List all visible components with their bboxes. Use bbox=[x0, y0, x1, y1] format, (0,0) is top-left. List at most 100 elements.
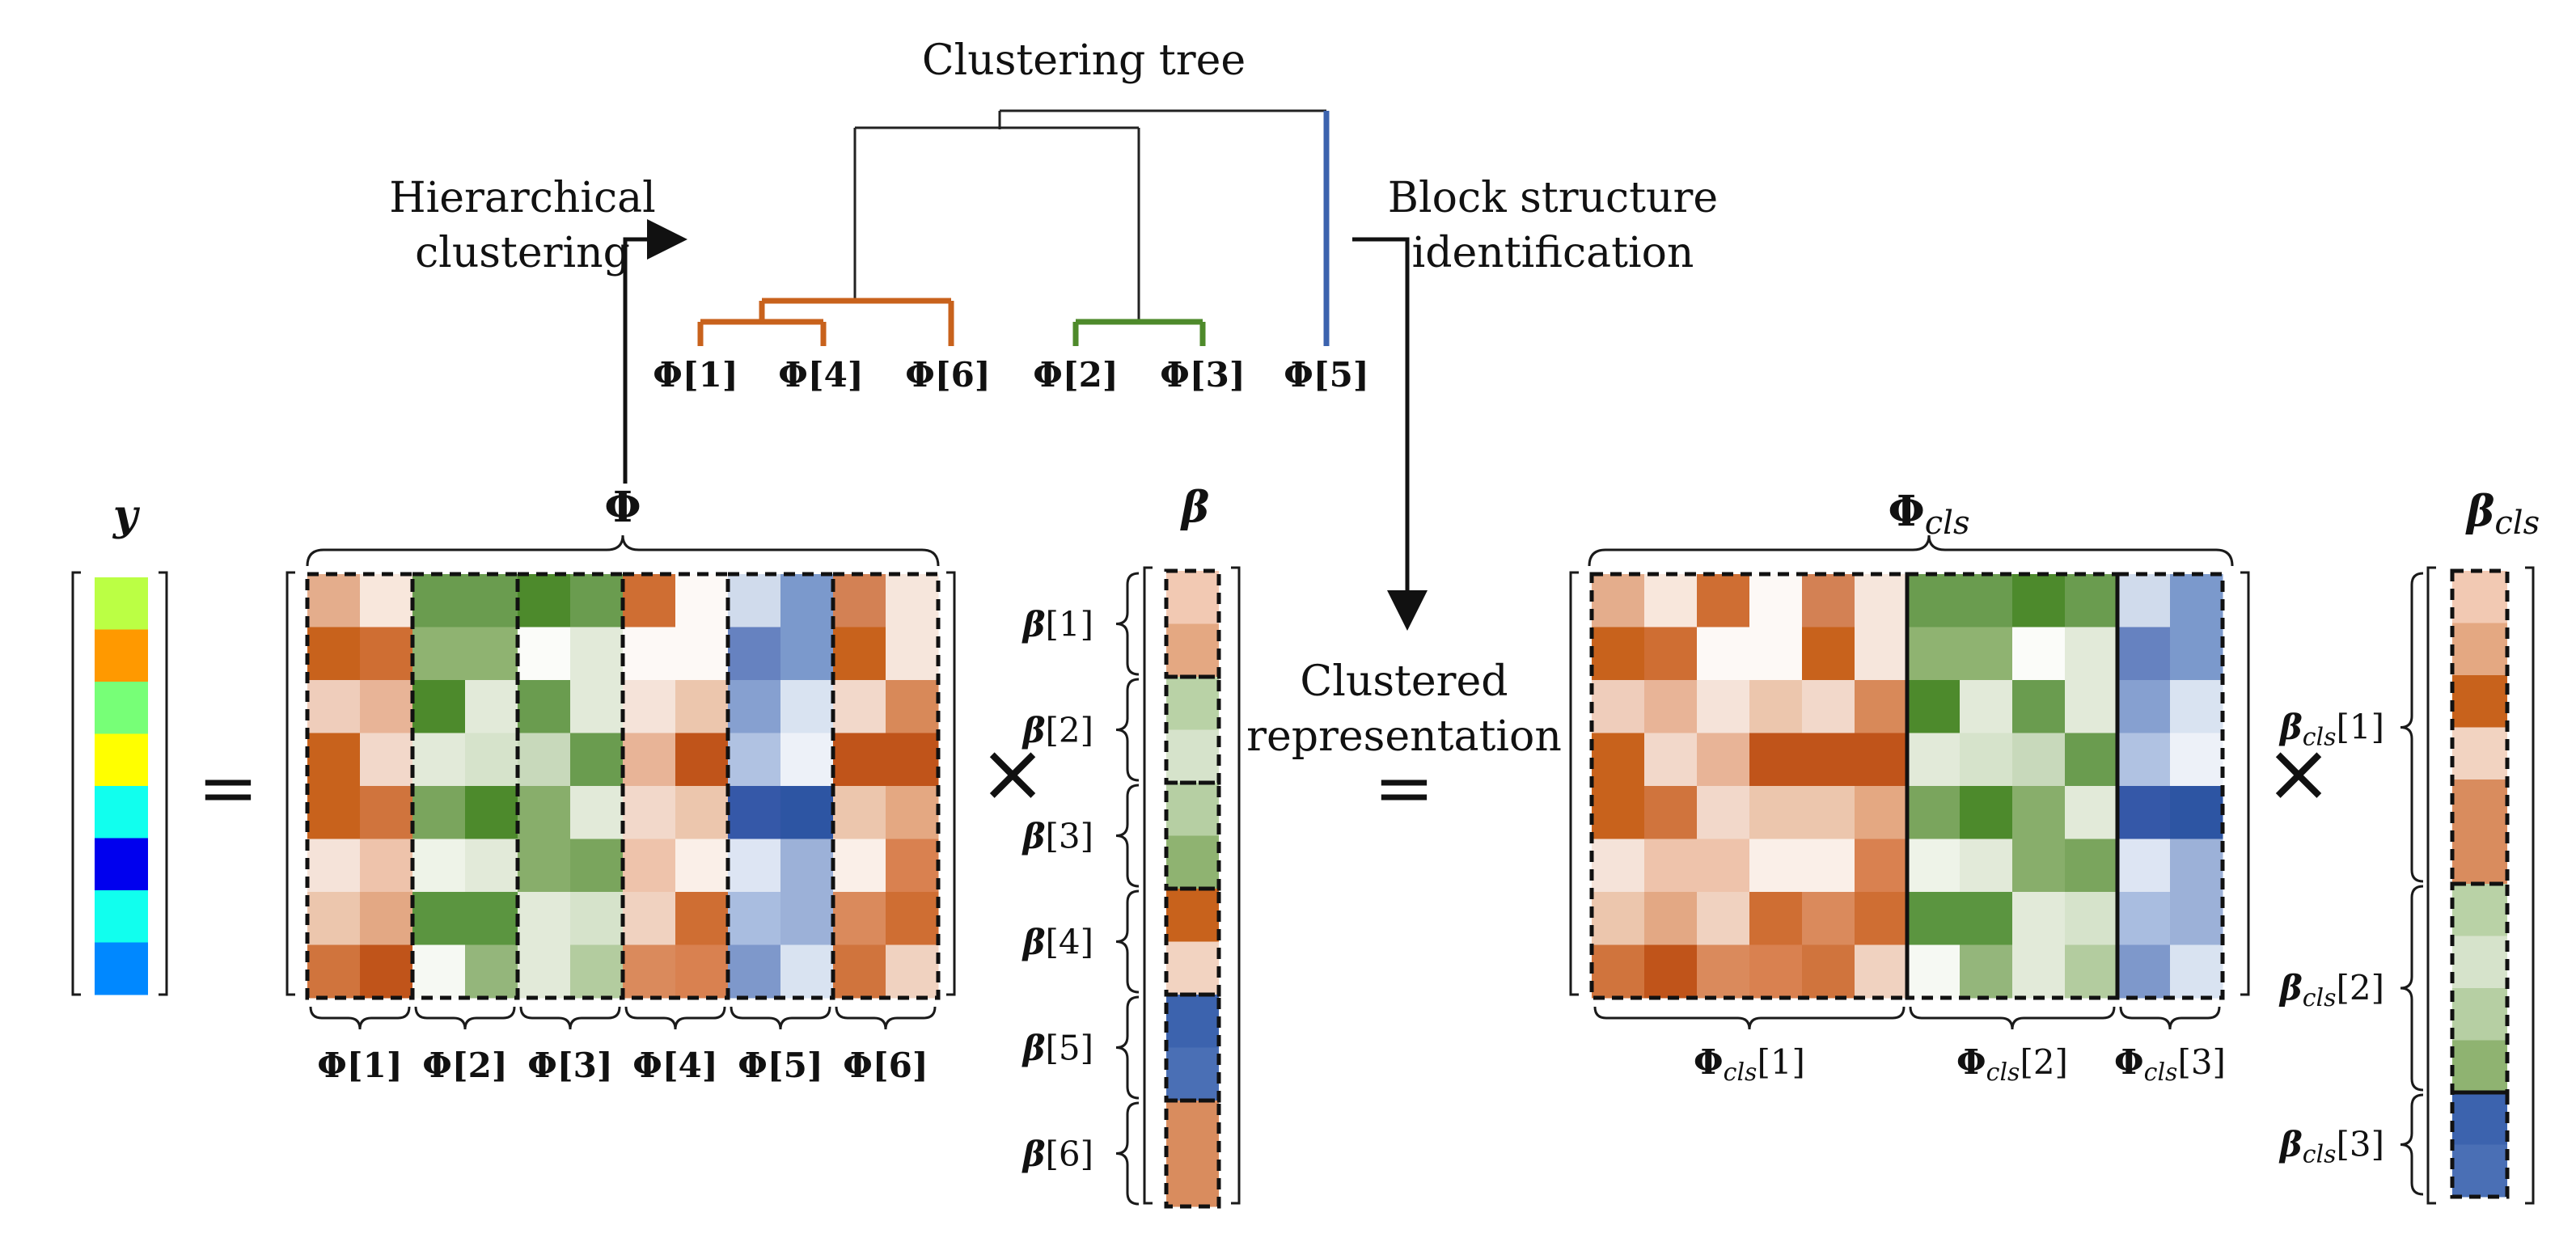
times-sign-1: × bbox=[979, 725, 1047, 820]
phi-cell bbox=[412, 839, 466, 893]
phi-cls-cell bbox=[1907, 627, 1961, 681]
phi-cls-cell bbox=[1802, 574, 1855, 627]
phi-cell bbox=[570, 786, 624, 839]
phi-cell bbox=[675, 944, 729, 999]
beta-cell bbox=[1166, 995, 1219, 1048]
phi-cls-cell bbox=[1907, 892, 1961, 945]
beta-entry-braces: β[1] β[2] β[3] β[4] β[5] β[6] bbox=[1022, 568, 1221, 1209]
phi-cell bbox=[623, 627, 676, 681]
phi-cls-cell bbox=[1592, 839, 1645, 893]
phi-cls-cell bbox=[2170, 944, 2223, 999]
phi-cell bbox=[675, 733, 729, 787]
y-cell bbox=[95, 786, 148, 839]
phi-cls-cell bbox=[1960, 944, 2013, 999]
y-cell bbox=[95, 838, 148, 891]
phi-cell bbox=[886, 839, 939, 893]
phi-cell bbox=[675, 574, 729, 627]
beta-cell bbox=[1166, 941, 1219, 995]
phi-column-label: Φ[5] bbox=[738, 1046, 823, 1085]
phi-right-bracket bbox=[946, 571, 956, 996]
phi-cls-cell bbox=[2065, 786, 2118, 839]
phi-cell bbox=[412, 892, 466, 945]
phi-cls-cell bbox=[2065, 839, 2118, 893]
phi-cell bbox=[412, 680, 466, 733]
phi-cls-cell bbox=[2117, 944, 2171, 999]
phi-cls-cell bbox=[1749, 680, 1803, 733]
tree-mid-branch bbox=[853, 126, 1140, 321]
phi-cls-cell bbox=[1960, 680, 2013, 733]
phi-cls-cell bbox=[1855, 733, 1908, 787]
phi-cell bbox=[780, 892, 834, 945]
equals-sign-1: = bbox=[197, 746, 258, 830]
tree-leaf-phi-3: Φ[3] bbox=[1160, 355, 1246, 395]
phi-cls-cell bbox=[1697, 627, 1750, 681]
phi-cls-cell bbox=[2170, 733, 2223, 787]
phi-cls-cell bbox=[1697, 944, 1750, 999]
phi-cell bbox=[412, 733, 466, 787]
beta-label: β bbox=[1180, 483, 1210, 532]
phi-cls-cell bbox=[1592, 944, 1645, 999]
phi-column-brace bbox=[730, 1006, 831, 1030]
phi-cell bbox=[886, 680, 939, 733]
phi-cls-cell bbox=[1802, 627, 1855, 681]
beta-cls-cell bbox=[2452, 988, 2507, 1041]
phi-cell bbox=[623, 733, 676, 787]
phi-cls-group-brace bbox=[2119, 1006, 2221, 1030]
phi-column-frame bbox=[831, 572, 941, 1000]
phi-cell bbox=[360, 627, 413, 681]
phi-cls-cell bbox=[2065, 680, 2118, 733]
phi-cell bbox=[675, 627, 729, 681]
tree-title: Clustering tree bbox=[922, 36, 1246, 85]
phi-cls-cell bbox=[1907, 574, 1961, 627]
tree-leaf-phi-2: Φ[2] bbox=[1033, 355, 1119, 395]
beta-entry-label: β[2] bbox=[1022, 711, 1093, 750]
phi-cell bbox=[307, 574, 361, 627]
phi-column-brace bbox=[414, 1006, 516, 1030]
phi-cell bbox=[886, 786, 939, 839]
phi-cls-cell bbox=[1697, 574, 1750, 627]
beta-entry-frame bbox=[1164, 780, 1221, 891]
beta-cls-group-frame bbox=[2450, 881, 2510, 1095]
phi-cls-cell bbox=[1697, 680, 1750, 733]
phi-column-label: Φ[4] bbox=[632, 1046, 718, 1085]
beta-cls-group-label: βcls[2] bbox=[2278, 968, 2384, 1012]
phi-cls-cell bbox=[1749, 627, 1803, 681]
tree-leaf-phi-4: Φ[4] bbox=[778, 355, 864, 395]
phi-cls-group-label: Φcls[2] bbox=[1956, 1042, 2068, 1087]
phi-cls-cell bbox=[2117, 680, 2171, 733]
phi-cls-cell bbox=[1802, 944, 1855, 999]
phi-label: Φ bbox=[604, 483, 641, 532]
beta-cls-group-brace bbox=[2400, 1093, 2424, 1196]
phi-cls-cell bbox=[2065, 574, 2118, 627]
beta-entry-label: β[3] bbox=[1022, 817, 1093, 856]
beta-cell bbox=[1166, 677, 1219, 730]
caption-line-1: Block structure bbox=[1388, 174, 1718, 222]
phi-cls-cell bbox=[2012, 839, 2066, 893]
phi-cell bbox=[780, 627, 834, 681]
phi-cell bbox=[780, 574, 834, 627]
phi-cell bbox=[833, 944, 886, 999]
caption-line-1: Clustered bbox=[1300, 657, 1508, 706]
caption-line-2: clustering bbox=[415, 229, 630, 277]
beta-entry-label: β[6] bbox=[1022, 1134, 1093, 1174]
phi-cls-cell bbox=[1907, 839, 1961, 893]
phi-cls-cell bbox=[1749, 944, 1803, 999]
beta-cls-cell bbox=[2452, 623, 2507, 676]
phi-cell bbox=[360, 574, 413, 627]
phi-cls-cell bbox=[1749, 786, 1803, 839]
phi-cell bbox=[728, 574, 781, 627]
phi-column-brace bbox=[519, 1006, 621, 1030]
phi-cell bbox=[570, 627, 624, 681]
phi-column-braces: Φ[1] Φ[2] Φ[3] Φ[4] Φ[5] Φ[6] bbox=[309, 1006, 937, 1085]
phi-cls-cell bbox=[1644, 786, 1698, 839]
y-cell bbox=[95, 682, 148, 734]
phi-cell bbox=[412, 574, 466, 627]
phi-cls-cell bbox=[1592, 892, 1645, 945]
clustered-representation-caption: Clustered representation bbox=[1246, 657, 1562, 761]
phi-cls-cell bbox=[2117, 627, 2171, 681]
phi-cell bbox=[518, 627, 571, 681]
phi-cell bbox=[623, 839, 676, 893]
phi-cls-right-bracket bbox=[2240, 571, 2250, 996]
phi-cls-cell bbox=[2117, 733, 2171, 787]
phi-cell bbox=[465, 944, 518, 999]
